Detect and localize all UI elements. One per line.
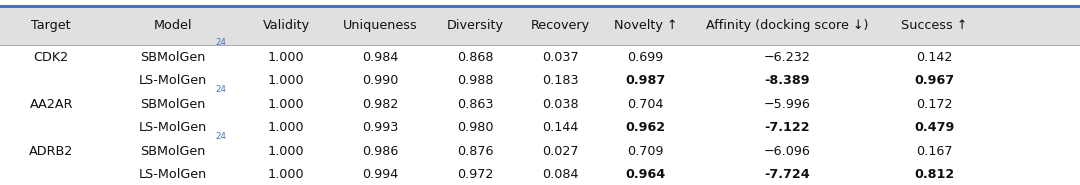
Text: −5.996: −5.996 xyxy=(764,97,811,111)
Text: SBMolGen: SBMolGen xyxy=(140,51,205,64)
Text: -7.122: -7.122 xyxy=(765,121,810,134)
Text: LS-MolGen: LS-MolGen xyxy=(138,121,207,134)
Text: -8.389: -8.389 xyxy=(765,74,810,87)
Text: 0.027: 0.027 xyxy=(542,144,578,158)
Text: 1.000: 1.000 xyxy=(268,97,305,111)
Text: Diversity: Diversity xyxy=(447,19,503,32)
Text: 1.000: 1.000 xyxy=(268,121,305,134)
Text: 1.000: 1.000 xyxy=(268,144,305,158)
Text: 1.000: 1.000 xyxy=(268,168,305,181)
Text: Affinity (docking score ↓): Affinity (docking score ↓) xyxy=(706,19,868,32)
Text: 1.000: 1.000 xyxy=(268,51,305,64)
Text: 0.988: 0.988 xyxy=(457,74,494,87)
Text: 0.863: 0.863 xyxy=(457,97,494,111)
Text: 0.986: 0.986 xyxy=(363,144,399,158)
Text: 0.479: 0.479 xyxy=(914,121,955,134)
Text: 0.868: 0.868 xyxy=(457,51,494,64)
Text: 0.980: 0.980 xyxy=(457,121,494,134)
Text: Model: Model xyxy=(153,19,192,32)
Text: Uniqueness: Uniqueness xyxy=(343,19,418,32)
Text: 0.144: 0.144 xyxy=(542,121,578,134)
Text: 0.972: 0.972 xyxy=(457,168,494,181)
Text: 0.984: 0.984 xyxy=(363,51,399,64)
Text: AA2AR: AA2AR xyxy=(29,97,73,111)
Text: 0.964: 0.964 xyxy=(625,168,665,181)
Text: 0.993: 0.993 xyxy=(363,121,399,134)
Text: 24: 24 xyxy=(215,85,226,94)
Text: SBMolGen: SBMolGen xyxy=(140,97,205,111)
Text: 0.084: 0.084 xyxy=(542,168,578,181)
Text: 0.038: 0.038 xyxy=(542,97,578,111)
Text: 0.990: 0.990 xyxy=(363,74,399,87)
Bar xyxy=(0,6,1080,45)
Text: Target: Target xyxy=(31,19,71,32)
Text: 0.962: 0.962 xyxy=(625,121,665,134)
Text: 0.994: 0.994 xyxy=(363,168,399,181)
Text: 0.876: 0.876 xyxy=(457,144,494,158)
Text: 0.709: 0.709 xyxy=(627,144,663,158)
Text: 0.967: 0.967 xyxy=(914,74,955,87)
Text: −6.232: −6.232 xyxy=(764,51,811,64)
Text: Success ↑: Success ↑ xyxy=(901,19,968,32)
Text: 0.704: 0.704 xyxy=(627,97,663,111)
Text: 0.183: 0.183 xyxy=(542,74,578,87)
Text: Novelty ↑: Novelty ↑ xyxy=(613,19,677,32)
Text: 0.037: 0.037 xyxy=(542,51,578,64)
Text: LS-MolGen: LS-MolGen xyxy=(138,74,207,87)
Text: 0.142: 0.142 xyxy=(916,51,953,64)
Text: 1.000: 1.000 xyxy=(268,74,305,87)
Text: 0.172: 0.172 xyxy=(916,97,953,111)
Text: 0.982: 0.982 xyxy=(363,97,399,111)
Text: Recovery: Recovery xyxy=(530,19,590,32)
Text: 0.987: 0.987 xyxy=(625,74,665,87)
Text: 0.167: 0.167 xyxy=(916,144,953,158)
Text: LS-MolGen: LS-MolGen xyxy=(138,168,207,181)
Text: SBMolGen: SBMolGen xyxy=(140,144,205,158)
Text: 0.699: 0.699 xyxy=(627,51,663,64)
Text: -7.724: -7.724 xyxy=(765,168,810,181)
Text: 0.812: 0.812 xyxy=(914,168,955,181)
Text: −6.096: −6.096 xyxy=(764,144,811,158)
Text: Validity: Validity xyxy=(262,19,310,32)
Text: 24: 24 xyxy=(215,38,226,47)
Text: 24: 24 xyxy=(215,132,226,141)
Text: CDK2: CDK2 xyxy=(33,51,69,64)
Text: ADRB2: ADRB2 xyxy=(29,144,73,158)
